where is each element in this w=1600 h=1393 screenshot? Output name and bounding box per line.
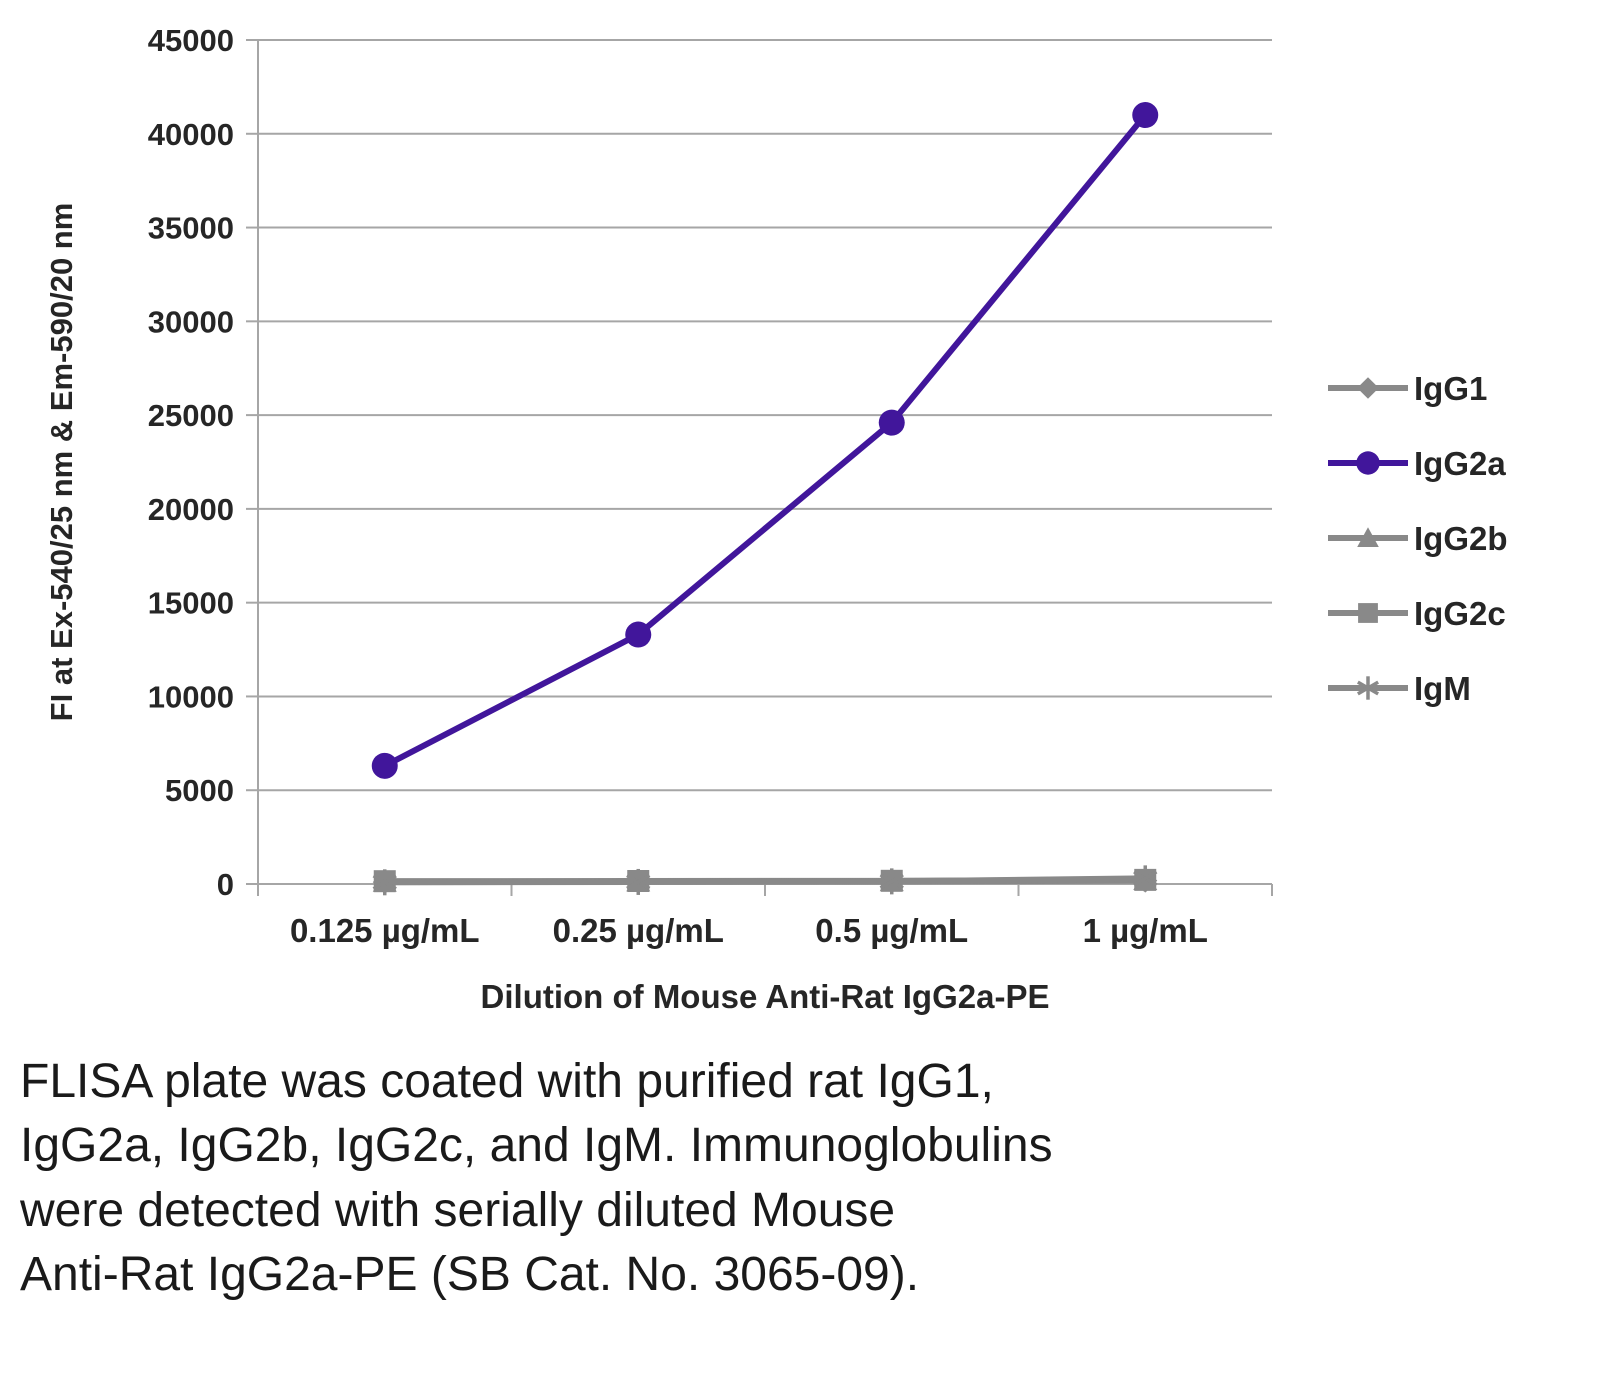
diamond-marker: [1357, 377, 1379, 399]
legend-item-IgG2b: IgG2b: [1328, 520, 1508, 557]
x-tick-label: 0.25 µg/mL: [553, 912, 724, 949]
y-tick-label: 35000: [148, 211, 234, 246]
legend-label: IgM: [1414, 670, 1471, 707]
line-chart: 0 5000 10000 15000 20000 25000 30000 35000 40000…: [44, 23, 1508, 1015]
asterisk-marker: [879, 873, 904, 890]
triangle-marker: [1357, 527, 1379, 547]
square-marker: [1358, 603, 1378, 623]
y-tick-label: 0: [217, 867, 234, 902]
y-tick-label: 30000: [148, 304, 234, 339]
y-tick-label: 10000: [148, 679, 234, 714]
asterisk-marker: [626, 873, 651, 890]
y-tick-label: 25000: [148, 398, 234, 433]
legend-label: IgG2a: [1414, 445, 1506, 482]
circle-marker: [371, 752, 398, 779]
series-IgG2a: [371, 102, 1159, 779]
legend: IgG1 IgG2a IgG2b IgG2c IgM: [1328, 370, 1508, 707]
x-axis-title: Dilution of Mouse Anti-Rat IgG2a-PE: [481, 978, 1050, 1015]
x-tick-label: 0.5 µg/mL: [815, 912, 968, 949]
circle-marker: [1132, 102, 1159, 129]
caption-line: IgG2a, IgG2b, IgG2c, and IgM. Immunoglob…: [20, 1119, 1053, 1173]
circle-marker: [878, 409, 905, 436]
caption-line: Anti-Rat IgG2a-PE (SB Cat. No. 3065-09).: [20, 1247, 920, 1301]
caption-line: FLISA plate was coated with purified rat…: [20, 1055, 994, 1108]
plot-area: 0 5000 10000 15000 20000 25000 30000 35000 40000…: [148, 23, 1273, 949]
circle-marker: [625, 621, 652, 648]
legend-label: IgG2c: [1414, 595, 1506, 632]
figure-caption: FLISA plate was coated with purified rat…: [0, 1040, 1600, 1307]
circle-marker: [1356, 451, 1380, 475]
y-tick-label: 45000: [148, 23, 234, 58]
asterisk-marker: [1133, 870, 1158, 887]
legend-label: IgG2b: [1414, 520, 1508, 557]
legend-item-IgG2a: IgG2a: [1328, 445, 1506, 482]
caption-line: were detected with serially diluted Mous…: [20, 1183, 896, 1237]
y-tick-label: 40000: [148, 117, 234, 152]
asterisk-marker: [1356, 680, 1380, 696]
y-tick-label: 15000: [148, 586, 234, 621]
legend-label: IgG1: [1414, 370, 1487, 407]
legend-item-IgG2c: IgG2c: [1328, 595, 1506, 632]
series-line: [381, 112, 1149, 769]
flisa-figure: 0 5000 10000 15000 20000 25000 30000 35000 40000…: [0, 23, 1600, 1307]
asterisk-marker: [372, 874, 397, 891]
legend-item-IgG1: IgG1: [1328, 370, 1487, 407]
y-axis-title: FI at Ex-540/25 nm & Em-590/20 nm: [44, 203, 79, 722]
series-line: [381, 875, 1149, 886]
series-IgM: [372, 865, 1158, 896]
y-tick-label: 20000: [148, 492, 234, 527]
legend-item-IgM: IgM: [1328, 670, 1471, 707]
y-tick-label: 5000: [165, 773, 234, 808]
x-tick-label: 0.125 µg/mL: [290, 912, 480, 949]
x-tick-label: 1 µg/mL: [1083, 912, 1208, 949]
